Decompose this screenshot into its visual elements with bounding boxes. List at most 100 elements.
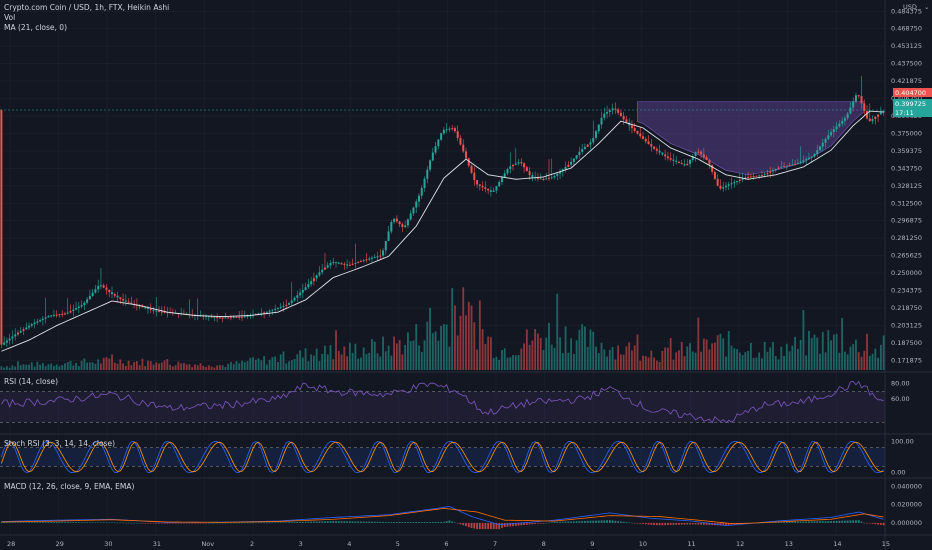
volume-bar: [843, 351, 846, 370]
symbol-title[interactable]: Crypto.com Coin / USD, 1h, FTX, Heikin A…: [4, 3, 169, 12]
vol-legend[interactable]: Vol: [4, 13, 15, 22]
candle-body: [343, 263, 346, 265]
rsi-tick-label: 80.00: [891, 380, 910, 388]
volume-bar: [149, 361, 152, 370]
volume-bar: [639, 360, 642, 370]
volume-bar: [619, 354, 622, 370]
candle-body: [470, 165, 473, 173]
candle-body: [50, 315, 53, 317]
macd-histogram-bar: [188, 522, 191, 524]
candle-body: [390, 221, 393, 232]
macd-legend[interactable]: MACD (12, 26, close, 9, EMA, EMA): [4, 482, 134, 491]
macd-histogram-bar: [644, 522, 647, 525]
macd-histogram-bar: [329, 521, 332, 523]
macd-histogram-bar: [852, 520, 855, 523]
macd-histogram-bar: [584, 521, 586, 523]
rsi-legend[interactable]: RSI (14, close): [4, 377, 58, 386]
macd-histogram-bar: [628, 522, 631, 523]
candle-body: [675, 160, 678, 162]
candle-body: [713, 171, 716, 179]
macd-histogram-bar: [113, 522, 116, 524]
macd-histogram-bar: [586, 520, 589, 523]
macd-histogram-bar: [19, 522, 22, 523]
macd-histogram-bar: [299, 521, 301, 523]
candle-body: [420, 188, 423, 196]
candle-body: [30, 324, 33, 326]
macd-histogram-bar: [310, 521, 313, 523]
candle-body: [755, 175, 758, 177]
volume-bar: [83, 358, 86, 370]
volume-bar: [506, 357, 509, 370]
candle-body: [868, 118, 871, 122]
volume-bar: [196, 365, 199, 370]
candle-body: [28, 325, 31, 328]
volume-bar: [384, 351, 387, 370]
price-axis[interactable]: 0.484375 0.468750 0.453125 0.437500 0.421875…: [891, 7, 922, 364]
candle-body: [224, 317, 227, 319]
currency-label[interactable]: USD: [903, 3, 917, 11]
volume-bar: [462, 287, 465, 370]
candle-body: [351, 263, 354, 265]
macd-histogram-bar: [799, 521, 802, 523]
candle-body: [365, 259, 368, 261]
volume-bar: [874, 348, 877, 370]
macd-histogram-bar: [241, 522, 243, 524]
volume-bar: [431, 333, 434, 370]
candle-body: [382, 250, 385, 256]
volume-bar: [77, 366, 80, 370]
volume-bar: [796, 348, 799, 370]
price-tick-label: 0.437500: [891, 60, 922, 68]
candle-body: [97, 285, 100, 290]
macd-histogram-bar: [14, 522, 17, 523]
candle-body: [738, 179, 741, 181]
macd-histogram-bar: [506, 522, 509, 527]
candle-body: [235, 316, 238, 318]
volume-bar: [821, 331, 824, 370]
macd-histogram-bar: [697, 522, 700, 525]
macd-histogram-bar: [41, 522, 44, 523]
candle-body: [650, 144, 653, 147]
candle-body: [288, 303, 291, 305]
volume-bar: [614, 359, 617, 370]
price-tick-label: 0.453125: [891, 42, 922, 50]
macd-histogram-bar: [232, 522, 235, 524]
macd-histogram-bar: [614, 520, 617, 523]
candle-body: [553, 175, 556, 178]
volume-bar: [846, 354, 849, 370]
macd-histogram-bar: [238, 522, 241, 524]
volume-bar: [426, 321, 429, 370]
volume-bar: [675, 352, 678, 370]
volume-bar: [252, 357, 254, 370]
volume-bar: [476, 349, 478, 370]
macd-axis[interactable]: 0.040000 0.020000 0.000000: [891, 483, 922, 527]
ma-legend[interactable]: MA (21, close, 0): [4, 23, 67, 32]
stoch-axis[interactable]: 100.00 0.00: [891, 438, 914, 477]
volume-bar: [813, 334, 816, 370]
time-axis[interactable]: 28 29 30 31 Nov 2 3 4 5 6 7 8 9 10 11 12 13 14 15: [7, 540, 890, 548]
volume-bar: [686, 346, 689, 370]
rsi-axis[interactable]: 80.00 60.00: [891, 380, 910, 403]
stoch-legend[interactable]: Stoch RSI (3, 3, 14, 14, close): [4, 439, 115, 448]
macd-histogram-bar: [501, 522, 503, 529]
macd-histogram-bar: [69, 522, 72, 523]
volume-bar: [271, 357, 274, 370]
volume-bar: [246, 361, 249, 370]
candle-body: [509, 166, 512, 170]
volume-bar: [216, 365, 219, 370]
candle-body: [647, 141, 650, 145]
macd-histogram-bar: [210, 522, 213, 524]
macd-histogram-bar: [520, 522, 523, 526]
macd-histogram-bar: [3, 522, 6, 524]
price-tick-label: 0.343750: [891, 164, 922, 172]
stoch-k-line: [1, 441, 884, 473]
candle-body: [849, 107, 852, 114]
candle-body: [630, 125, 633, 129]
macd-histogram-bar: [202, 522, 205, 524]
macd-histogram-bar: [66, 522, 69, 523]
candle-body: [597, 124, 600, 132]
chevron-down-icon[interactable]: ⌄: [924, 3, 929, 11]
macd-histogram-bar: [819, 521, 821, 523]
volume-bar: [481, 329, 484, 370]
candle-body: [440, 133, 443, 140]
